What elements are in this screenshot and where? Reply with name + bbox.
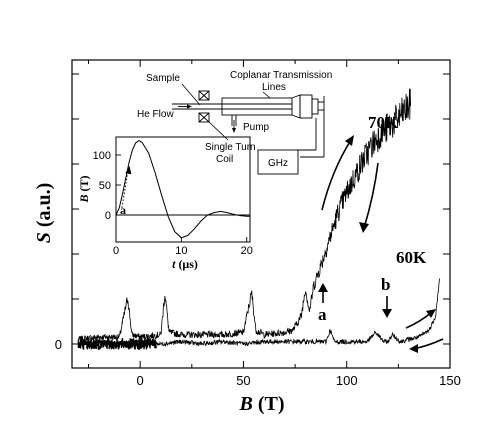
x-axis-unit: (T) <box>258 393 285 415</box>
x-tick-label-0: 0 <box>137 373 144 388</box>
inset-x-tick-label-0: 0 <box>113 245 119 257</box>
sweep-arrow-down-60k <box>409 338 444 353</box>
inset-x-axis-title: t (μs) <box>172 257 198 271</box>
x-tick-label-50: 50 <box>236 373 250 388</box>
inset-x-tick-label-10: 10 <box>175 245 187 257</box>
ghz-source-box <box>257 149 299 175</box>
sweep-arrow-up-60k <box>405 309 436 329</box>
x-axis-title: B (T) <box>238 393 284 415</box>
ghz-label: GHz <box>268 158 288 169</box>
schematic-pump-label: Pump <box>243 122 270 133</box>
inset-marker-a-arrowhead <box>125 165 132 175</box>
inset-series-line <box>115 140 250 239</box>
inset-series-group <box>115 140 250 239</box>
setup-schematic: Sample He Flow Coplanar Transmission Lin… <box>137 70 332 175</box>
inset-y-tick-label-0: 0 <box>105 210 111 222</box>
main-axis-ticks <box>72 60 451 368</box>
inset-annotation-a: a <box>120 203 126 217</box>
inset-y-axis-symbol: B <box>77 194 91 203</box>
schematic-single-turn-label: Single Turn <box>205 142 256 153</box>
series-line-60k <box>78 278 440 348</box>
inset-y-axis-unit: (T) <box>77 175 91 191</box>
inset-x-axis-symbol: t <box>172 257 176 271</box>
series-line-baseline-noise <box>77 336 157 350</box>
sweep-arrow-up-70k <box>321 135 354 211</box>
arrow-a <box>318 283 328 303</box>
coil-cross-section-bottom <box>198 112 210 123</box>
annotation-b: b <box>381 275 390 294</box>
y-axis-title: S (a.u.) <box>33 183 55 244</box>
x-axis-symbol: B <box>238 393 252 415</box>
schematic-he-flow-label: He Flow <box>137 109 174 120</box>
he-flow-tube <box>172 103 292 110</box>
coil-cross-section-top <box>198 90 210 101</box>
sample-pointer-line <box>181 83 201 106</box>
y-axis-symbol: S <box>33 232 55 243</box>
series-label-60k: 60K <box>396 248 427 267</box>
x-tick-label-100: 100 <box>336 373 358 388</box>
inset-y-axis-title: B (T) <box>77 175 91 203</box>
inset-plot-frame <box>115 136 251 243</box>
pump-tube <box>231 115 237 133</box>
series-label-70k: 70K <box>368 113 399 132</box>
y-tick-label-0: 0 <box>55 337 62 352</box>
schematic-coil-label: Coil <box>216 154 233 165</box>
schematic-lines-label: Lines <box>262 82 286 93</box>
coil-pointer-line <box>208 121 229 141</box>
series-line-70k <box>77 88 411 343</box>
inset-x-axis-unit: (μs) <box>178 257 197 271</box>
main-plot-frame <box>71 59 451 369</box>
coplanar-transmission-lines <box>221 91 325 158</box>
schematic-sample-label: Sample <box>146 73 180 84</box>
arrow-b <box>382 296 392 318</box>
inset-chart: 0 10 20 0 50 100 t (μs) B (T) a <box>77 136 253 271</box>
y-axis-unit: (a.u.) <box>33 183 55 227</box>
main-series-group <box>77 88 440 350</box>
inset-y-tick-label-50: 50 <box>99 180 111 192</box>
inset-x-tick-label-20: 20 <box>241 245 253 257</box>
schematic-coplanar-label: Coplanar Transmission <box>230 70 332 81</box>
annotation-a: a <box>318 305 327 324</box>
inset-y-tick-label-100: 100 <box>93 150 111 162</box>
sweep-arrow-down-70k <box>359 162 379 233</box>
x-tick-label-150: 150 <box>439 373 461 388</box>
